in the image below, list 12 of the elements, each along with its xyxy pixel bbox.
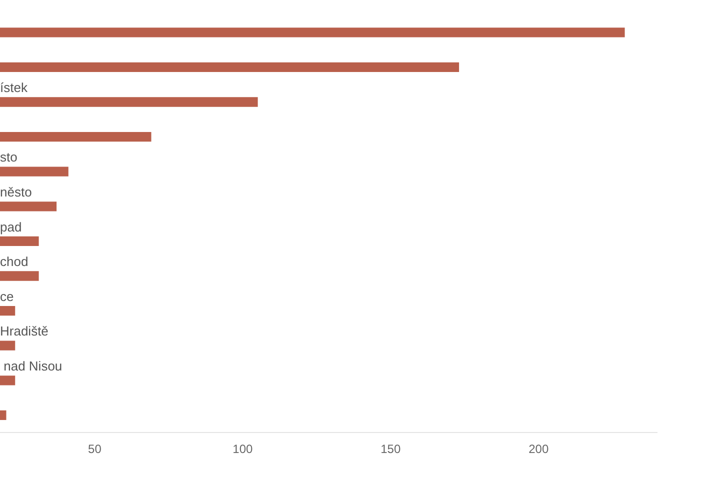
y-tick-label: ce xyxy=(0,288,14,304)
x-tick-label: 200 xyxy=(528,442,549,456)
y-tick-label: něsto xyxy=(0,184,32,200)
y-tick-label: Hradiště xyxy=(0,324,48,339)
y-tick-label: sto xyxy=(0,150,18,165)
x-tick-label: 50 xyxy=(88,442,102,456)
y-tick-label: nad Nisou xyxy=(0,358,62,374)
y-tick-label: ístek xyxy=(0,80,28,96)
y-tick-label: chod xyxy=(0,254,28,270)
x-tick-label: 100 xyxy=(232,442,254,456)
y-tick-label: pad xyxy=(0,219,22,234)
x-tick-label: 150 xyxy=(380,442,401,456)
